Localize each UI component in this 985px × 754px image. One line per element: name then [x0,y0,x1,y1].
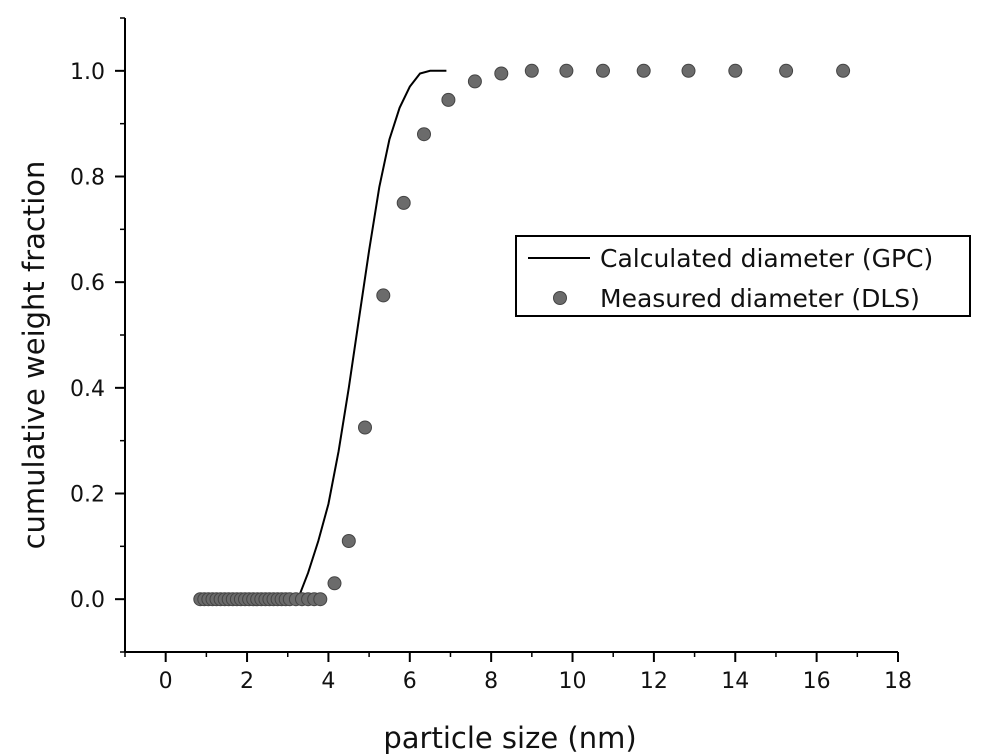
data-point-dls [559,63,574,78]
legend-label-dls: Measured diameter (DLS) [600,284,920,313]
data-point-dls [524,63,539,78]
legend-marker-swatch [553,291,567,305]
legend: Calculated diameter (GPC) Measured diame… [515,235,971,317]
data-point-dls [681,63,696,78]
y-tick-label: 1.0 [70,60,105,85]
legend-box [515,235,971,317]
data-point-dls [417,127,431,142]
x-tick-label: 14 [721,669,749,694]
x-tick-label: 4 [321,669,335,694]
y-tick-label: 0.2 [70,483,105,508]
legend-label-gpc: Calculated diameter (GPC) [600,244,933,273]
data-point-dls [341,534,356,548]
x-tick-label: 18 [884,669,912,694]
x-tick-label: 2 [240,669,254,694]
x-axis-title: particle size (nm) [383,721,636,754]
data-point-dls [728,63,743,78]
data-point-dls [467,74,482,89]
data-point-dls [358,420,372,435]
x-tick-label: 16 [803,669,831,694]
y-axis-title: cumulative weight fraction [17,161,51,550]
data-point-dls [636,63,651,78]
data-point-dls [836,63,851,78]
y-tick-label: 0.4 [70,377,105,402]
data-point-dls [494,66,509,81]
data-point-dls [441,92,456,107]
data-point-dls [327,576,342,591]
x-tick-label: 12 [640,669,668,694]
plot-area [193,63,851,607]
data-point-dls [396,195,411,210]
x-tick-label: 6 [403,669,417,694]
data-point-dls [376,288,391,303]
data-point-dls [596,63,610,78]
y-tick-label: 0.8 [70,166,105,191]
y-tick-label: 0.6 [70,271,105,296]
x-tick-label: 8 [484,669,498,694]
y-tick-label: 0.0 [70,588,105,613]
series-line-gpc [296,69,447,600]
data-point-dls [779,63,794,78]
data-point-dls [313,592,328,607]
x-tick-label: 10 [559,669,587,694]
x-tick-label: 0 [159,669,173,694]
axes: 0 2 4 6 8 10 12 14 16 18 0.0 0.2 0.4 0.6 0.8 1.0 [70,17,912,694]
